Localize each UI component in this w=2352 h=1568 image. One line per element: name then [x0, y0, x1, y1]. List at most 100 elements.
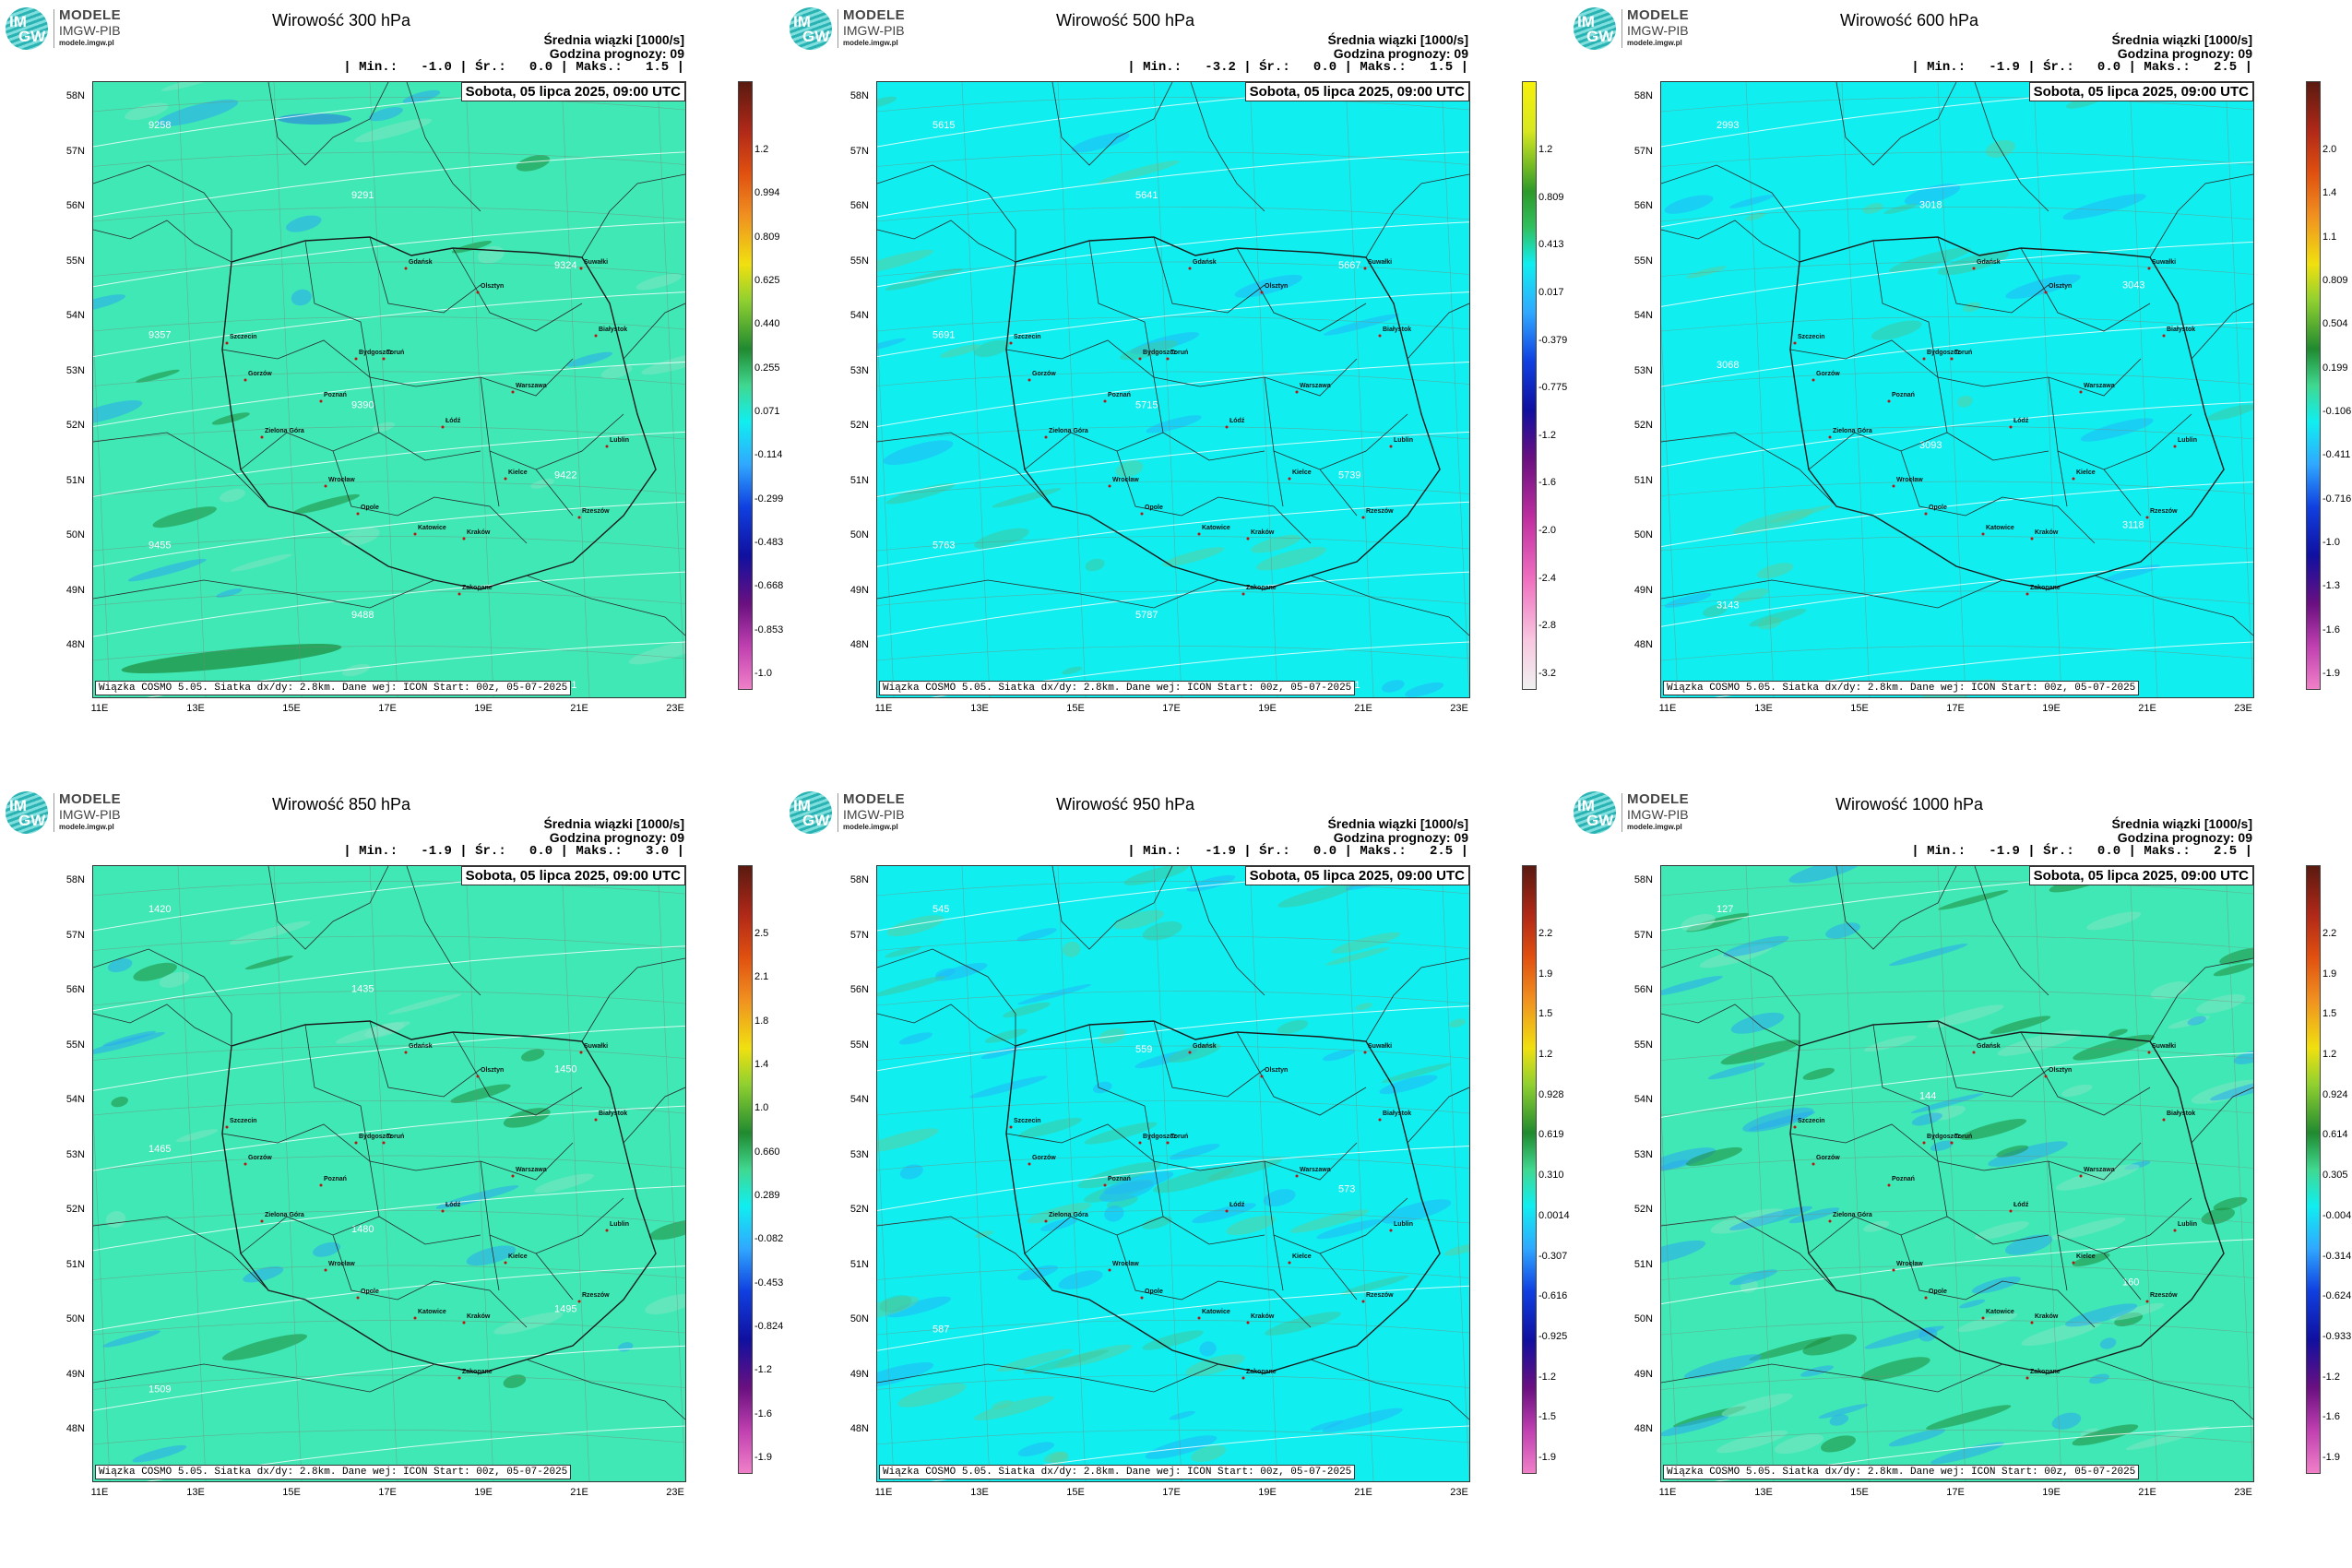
logo-title: MODELE [59, 791, 122, 807]
logo-url: modele.imgw.pl [843, 823, 898, 831]
logo-url: modele.imgw.pl [59, 39, 114, 47]
city-marker [1361, 516, 1365, 519]
city-label: Gdańsk [409, 1043, 433, 1050]
city-marker [1197, 532, 1201, 536]
city-marker [382, 357, 386, 361]
city-label: Gdańsk [409, 259, 433, 266]
city-label: Opole [1145, 1289, 1163, 1295]
city-label: Zielona Góra [265, 428, 304, 434]
colorbar-tick-label: 0.625 [754, 275, 780, 286]
colorbar-tick-label: -1.2 [2322, 1371, 2340, 1383]
footer-label: Wiązka COSMO 5.05. Siatka dx/dy: 2.8km. … [879, 1465, 1356, 1479]
map-canvas: 561556415667569157155739576357875811 [877, 82, 1469, 697]
colorbar-tick-label: -2.4 [1538, 572, 1556, 584]
lat-label: 51N [849, 1258, 869, 1270]
date-label: Sobota, 05 lipca 2025, 09:00 UTC [2028, 82, 2253, 101]
city-label: Gdańsk [1977, 259, 2001, 266]
city-label: Kraków [1251, 529, 1275, 536]
lat-label: 48N [65, 639, 85, 650]
isoline-label: 9291 [351, 190, 374, 201]
city-label: Zielona Góra [1833, 1212, 1872, 1218]
city-marker [511, 1174, 515, 1178]
map-canvas: 925892919324935793909422945594889521 [93, 82, 685, 697]
lon-label: 17E [1162, 1487, 1181, 1498]
colorbar-tick-label: -0.453 [754, 1277, 784, 1289]
lon-label: 13E [1754, 1487, 1773, 1498]
city-label: Warszawa [1300, 1167, 1331, 1173]
city-label: Lublin [2178, 1221, 2197, 1228]
colorbar-tick-label: -0.925 [1538, 1330, 1568, 1342]
lon-label: 17E [378, 703, 397, 714]
city-marker [1950, 357, 1954, 361]
colorbar-tick-label: -1.6 [754, 1408, 772, 1420]
isoline-label: 1450 [554, 1063, 576, 1075]
lon-label: 11E [1658, 1487, 1677, 1498]
city-marker [462, 537, 466, 540]
lon-label: 11E [1658, 703, 1677, 714]
city-marker [594, 1118, 598, 1122]
colorbar-tick-label: -0.106 [2322, 406, 2352, 417]
date-label: Sobota, 05 lipca 2025, 09:00 UTC [460, 866, 685, 885]
lon-label: 21E [1354, 1487, 1372, 1498]
city-marker [1981, 1316, 1985, 1320]
city-label: Kraków [1251, 1313, 1275, 1320]
city-label: Bydgoszcz [359, 1134, 393, 1140]
city-label: Kielce [2076, 469, 2096, 476]
city-label: Poznań [324, 392, 347, 398]
imgw-logo-badge: IM GW [6, 791, 48, 834]
city-label: Toruń [386, 1134, 405, 1140]
colorbar-tick-label: 0.928 [1538, 1088, 1564, 1100]
city-label: Toruń [1954, 350, 1973, 356]
map-area: 29933018304330683093311831433147Sobota, … [1660, 81, 2254, 698]
colorbar-tick-label: 0.0014 [1538, 1209, 1570, 1221]
city-marker [324, 1268, 327, 1272]
city-label: Białystok [2167, 327, 2196, 333]
city-label: Suwałki [584, 1043, 609, 1050]
city-marker [244, 1162, 247, 1166]
city-marker [462, 1321, 466, 1324]
city-label: Lublin [610, 437, 629, 444]
colorbar-tick-label: -0.933 [2322, 1330, 2352, 1342]
city-marker [244, 378, 247, 382]
city-label: Kielce [1292, 469, 1312, 476]
lon-label: 23E [666, 703, 684, 714]
city-label: Gorzów [1816, 1155, 1840, 1161]
colorbar-tick-label: -0.299 [754, 493, 784, 505]
colorbar-tick-label: -1.6 [1538, 477, 1556, 489]
city-marker [354, 357, 358, 361]
city-label: Szczecin [230, 334, 257, 340]
city-label: Gorzów [1032, 371, 1056, 377]
isoline-label: 9390 [351, 400, 374, 411]
lon-label: 19E [474, 703, 493, 714]
lat-label: 55N [1633, 255, 1653, 267]
city-marker [1197, 1316, 1201, 1320]
city-marker [1246, 1321, 1250, 1324]
city-marker [2025, 1376, 2029, 1380]
city-marker [511, 390, 515, 394]
city-marker [2173, 445, 2177, 448]
city-marker [2025, 592, 2029, 596]
colorbar-tick-label: 1.5 [2322, 1008, 2337, 1020]
forecast-panel: IM GW MODELE IMGW-PIB modele.imgw.pl Wirowość… [784, 784, 1570, 1568]
city-marker [579, 1051, 583, 1054]
stats-line: | Min.: -1.9 | Śr.: 0.0 | Maks.: 3.0 | [343, 844, 684, 859]
lon-label: 11E [90, 1487, 109, 1498]
colorbar-tick-label: -1.9 [2322, 668, 2340, 679]
city-label: Zakopane [2030, 585, 2061, 591]
city-label: Lublin [2178, 437, 2197, 444]
city-label: Rzeszów [1366, 508, 1394, 515]
city-marker [225, 1125, 229, 1129]
city-label: Olsztyn [1265, 283, 1289, 290]
lon-label: 21E [1354, 703, 1372, 714]
isoline-label: 3093 [1919, 440, 1942, 451]
city-label: Katowice [1986, 1309, 2014, 1315]
isoline-label: 9324 [554, 260, 576, 271]
isoline-label: 5667 [1338, 260, 1360, 271]
city-label: Wrocław [1112, 477, 1139, 483]
city-marker [1028, 378, 1031, 382]
stat-avg: 0.0 [529, 60, 553, 75]
lat-label: 56N [1633, 200, 1653, 211]
lat-label: 58N [65, 874, 85, 885]
lat-label: 51N [65, 474, 85, 486]
city-label: Wrocław [1112, 1261, 1139, 1267]
